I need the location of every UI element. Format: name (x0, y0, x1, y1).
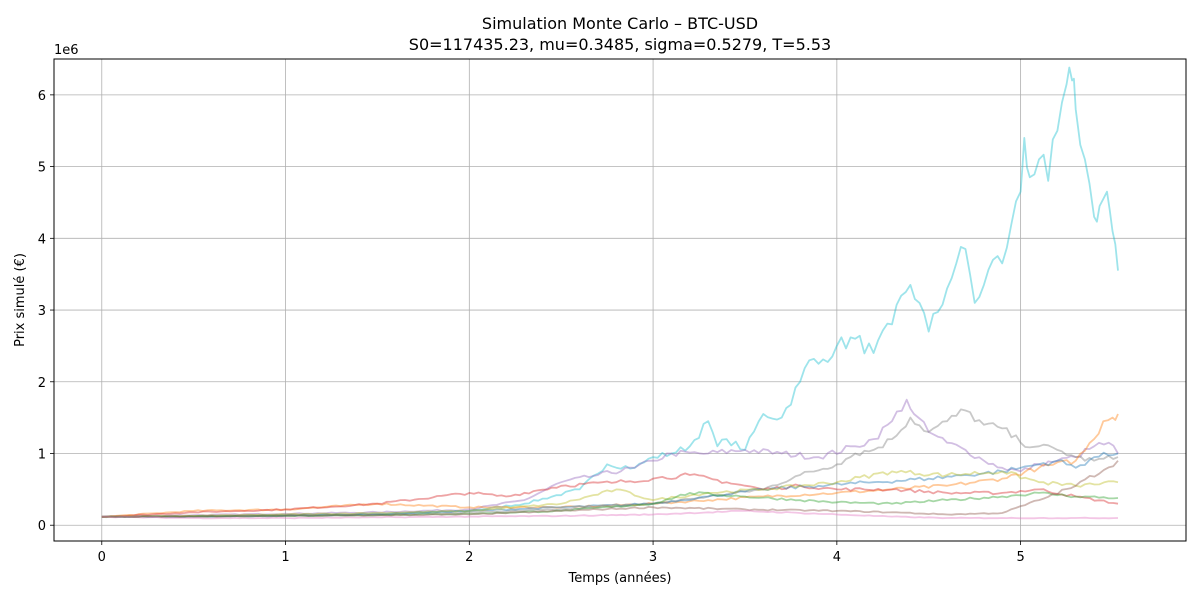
y-tick-label: 1 (38, 447, 46, 462)
chart-subtitle: S0=117435.23, mu=0.3485, sigma=0.5279, T… (409, 35, 831, 54)
series-line-2 (101, 398, 1119, 518)
x-tick-label: 3 (649, 550, 657, 565)
series-line-7 (101, 469, 1119, 518)
y-tick-label: 5 (38, 161, 46, 176)
x-tick-label: 4 (833, 550, 841, 565)
chart-title: Simulation Monte Carlo – BTC-USD (482, 14, 758, 33)
series-line-5 (101, 472, 1119, 518)
series-line-10 (101, 509, 1119, 520)
y-tick-label: 2 (38, 376, 46, 391)
series-line-6 (101, 451, 1119, 518)
x-axis-ticks: 0 1 2 3 4 5 (98, 541, 1025, 565)
plot-frame (53, 58, 1187, 542)
x-tick-label: 2 (465, 550, 473, 565)
series-line-4 (101, 413, 1119, 518)
y-axis-ticks: 0 1 2 3 4 5 6 (38, 89, 54, 534)
x-tick-label: 1 (281, 550, 289, 565)
series-line-3 (101, 408, 1119, 518)
y-axis-label: Prix simulé (€) (13, 253, 28, 347)
y-tick-label: 0 (38, 519, 46, 534)
y-tick-label: 3 (38, 304, 46, 319)
series-line-1 (101, 66, 1119, 519)
series-group (101, 66, 1119, 520)
x-axis-label: Temps (années) (568, 571, 672, 586)
series-line-8 (101, 491, 1119, 518)
grid (54, 59, 1186, 541)
x-tick-label: 5 (1016, 550, 1024, 565)
x-tick-label: 0 (98, 550, 106, 565)
y-offset-label: 1e6 (54, 43, 79, 58)
y-tick-label: 4 (38, 232, 46, 247)
series-line-9 (101, 460, 1119, 518)
y-tick-label: 6 (38, 89, 46, 104)
